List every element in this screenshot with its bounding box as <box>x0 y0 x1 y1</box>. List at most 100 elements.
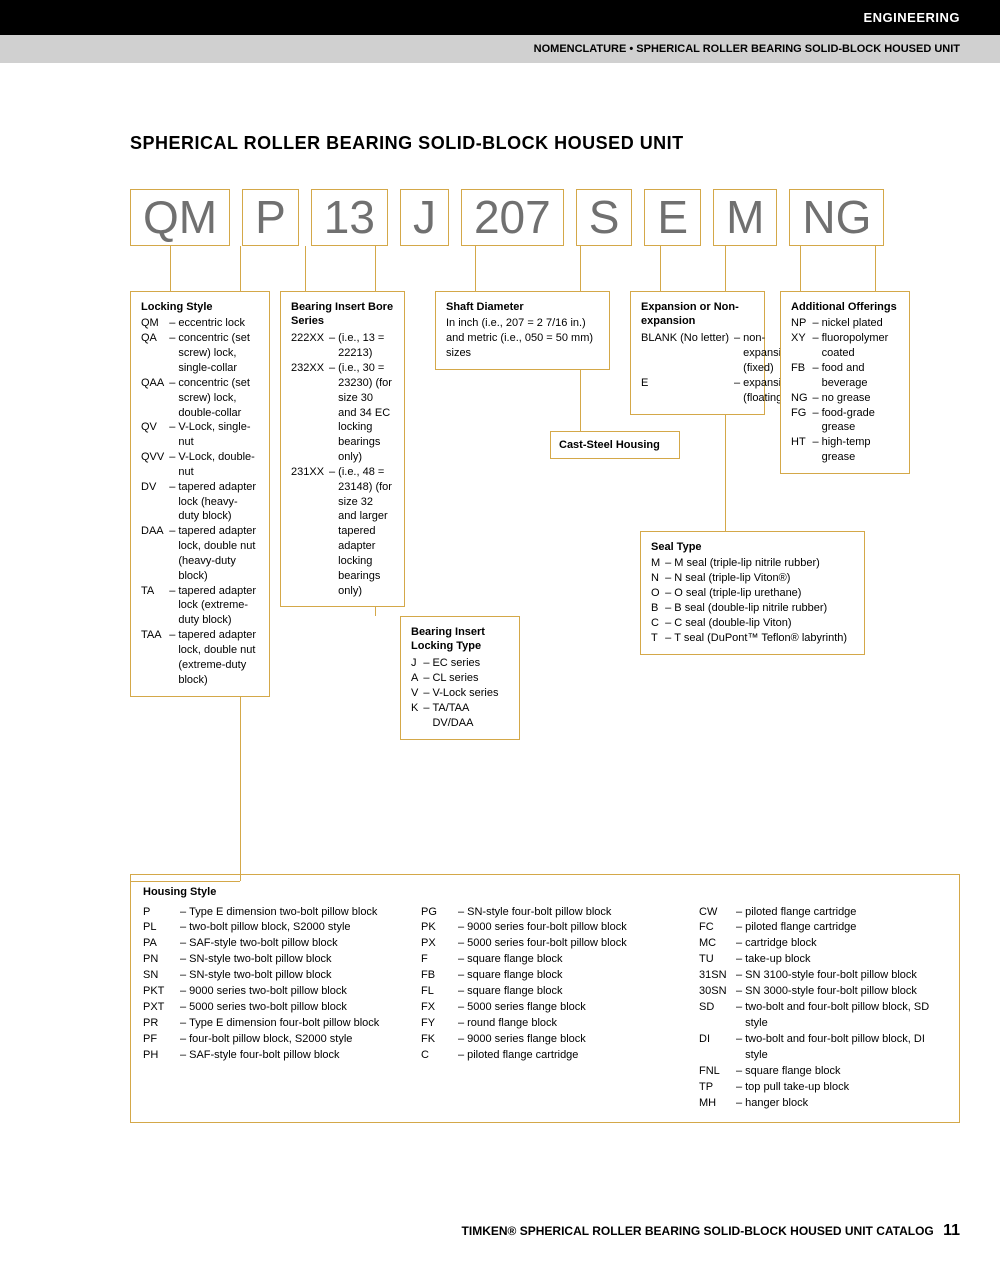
definition-row: TAA–tapered adapter lock, double nut (ex… <box>141 628 259 687</box>
diagram-area: Locking Style QM–eccentric lockQA–concen… <box>130 246 960 866</box>
definition-row: FC–piloted flange cartridge <box>699 920 947 936</box>
header-section: ENGINEERING <box>0 0 1000 35</box>
definition-row: DAA–tapered adapter lock, double nut (he… <box>141 524 259 583</box>
locking-style-box: Locking Style QM–eccentric lockQA–concen… <box>130 291 270 697</box>
connector <box>660 246 661 291</box>
definition-row: C–piloted flange cartridge <box>421 1048 629 1064</box>
definition-row: FB–food and beverage <box>791 361 899 391</box>
definition-row: FG–food-grade grease <box>791 406 899 436</box>
definition-row: K–TA/TAA DV/DAA <box>411 701 509 731</box>
connector <box>875 246 876 291</box>
seal-type-title: Seal Type <box>651 540 854 555</box>
definition-row: FX–5000 series flange block <box>421 1000 629 1016</box>
definition-row: FB–square flange block <box>421 968 629 984</box>
definition-row: PXT–5000 series two-bolt pillow block <box>143 1000 381 1016</box>
page-title: SPHERICAL ROLLER BEARING SOLID-BLOCK HOU… <box>130 133 960 154</box>
definition-row: DI–two-bolt and four-bolt pillow block, … <box>699 1032 947 1064</box>
connector <box>475 246 476 291</box>
definition-row: V–V-Lock series <box>411 686 509 701</box>
definition-row: TA–tapered adapter lock (extreme-duty bl… <box>141 584 259 629</box>
definition-row: P–Type E dimension two-bolt pillow block <box>143 905 381 921</box>
shaft-diameter-box: Shaft Diameter In inch (i.e., 207 = 2 7/… <box>435 291 610 370</box>
definition-row: A–CL series <box>411 671 509 686</box>
locking-style-title: Locking Style <box>141 300 259 315</box>
definition-row: PX–5000 series four-bolt pillow block <box>421 936 629 952</box>
definition-row: PK–9000 series four-bolt pillow block <box>421 920 629 936</box>
definition-row: FNL–square flange block <box>699 1064 947 1080</box>
definition-row: 31SN–SN 3100-style four-bolt pillow bloc… <box>699 968 947 984</box>
definition-row: PH–SAF-style four-bolt pillow block <box>143 1048 381 1064</box>
connector <box>305 246 306 291</box>
definition-row: PL–two-bolt pillow block, S2000 style <box>143 920 381 936</box>
locking-type-box: Bearing Insert Locking Type J–EC seriesA… <box>400 616 520 740</box>
definition-row: SN–SN-style two-bolt pillow block <box>143 968 381 984</box>
footer: TIMKEN® SPHERICAL ROLLER BEARING SOLID-B… <box>462 1222 960 1240</box>
code-segment: NG <box>789 189 884 246</box>
footer-page: 11 <box>943 1222 960 1239</box>
code-segment: S <box>576 189 633 246</box>
definition-row: 231XX–(i.e., 48 = 23148) (for size 32 an… <box>291 465 394 599</box>
seal-type-box: Seal Type M–M seal (triple-lip nitrile r… <box>640 531 865 655</box>
definition-row: TP–top pull take-up block <box>699 1080 947 1096</box>
code-segment: J <box>400 189 449 246</box>
bore-series-box: Bearing Insert Bore Series 222XX–(i.e., … <box>280 291 405 608</box>
definition-row: DV–tapered adapter lock (heavy-duty bloc… <box>141 480 259 525</box>
locking-type-title: Bearing Insert Locking Type <box>411 625 509 655</box>
nomenclature-code-row: QMP13J207SEMNG <box>130 189 960 246</box>
definition-row: J–EC series <box>411 656 509 671</box>
definition-row: NP–nickel plated <box>791 316 899 331</box>
definition-row: PR–Type E dimension four-bolt pillow blo… <box>143 1016 381 1032</box>
definition-row: 232XX–(i.e., 30 = 23230) (for size 30 an… <box>291 361 394 465</box>
definition-row: MC–cartridge block <box>699 936 947 952</box>
definition-row: MH–hanger block <box>699 1096 947 1112</box>
definition-row: 222XX–(i.e., 13 = 22213) <box>291 331 394 361</box>
definition-row: CW–piloted flange cartridge <box>699 905 947 921</box>
definition-row: QVV–V-Lock, double-nut <box>141 450 259 480</box>
cast-steel-box: Cast-Steel Housing <box>550 431 680 460</box>
code-segment: P <box>242 189 299 246</box>
definition-row: N–N seal (triple-lip Viton®) <box>651 571 849 586</box>
shaft-diameter-text: In inch (i.e., 207 = 2 7/16 in.) and met… <box>446 316 599 361</box>
footer-text: SPHERICAL ROLLER BEARING SOLID-BLOCK HOU… <box>520 1224 934 1238</box>
definition-row: O–O seal (triple-lip urethane) <box>651 586 849 601</box>
definition-row: BLANK (No letter)–non-expansion (fixed) <box>641 331 795 376</box>
definition-row: QA–concentric (set screw) lock, single-c… <box>141 331 259 376</box>
definition-row: FL–square flange block <box>421 984 629 1000</box>
expansion-title: Expansion or Non-expansion <box>641 300 754 330</box>
definition-row: PF–four-bolt pillow block, S2000 style <box>143 1032 381 1048</box>
definition-row: FK–9000 series flange block <box>421 1032 629 1048</box>
cast-steel-title: Cast-Steel Housing <box>559 438 671 453</box>
definition-row: B–B seal (double-lip nitrile rubber) <box>651 601 849 616</box>
code-segment: 13 <box>311 189 388 246</box>
connector <box>170 246 171 291</box>
additional-title: Additional Offerings <box>791 300 899 315</box>
definition-row: F–square flange block <box>421 952 629 968</box>
code-segment: E <box>644 189 701 246</box>
definition-row: HT–high-temp grease <box>791 435 899 465</box>
housing-style-title: Housing Style <box>143 885 947 901</box>
definition-row: PA–SAF-style two-bolt pillow block <box>143 936 381 952</box>
definition-row: FY–round flange block <box>421 1016 629 1032</box>
definition-row: PKT–9000 series two-bolt pillow block <box>143 984 381 1000</box>
definition-row: PN–SN-style two-bolt pillow block <box>143 952 381 968</box>
additional-box: Additional Offerings NP–nickel platedXY–… <box>780 291 910 474</box>
definition-row: TU–take-up block <box>699 952 947 968</box>
definition-row: SD–two-bolt and four-bolt pillow block, … <box>699 1000 947 1032</box>
code-segment: M <box>713 189 777 246</box>
definition-row: XY–fluoropolymer coated <box>791 331 899 361</box>
definition-row: C–C seal (double-lip Viton) <box>651 616 849 631</box>
bore-series-title: Bearing Insert Bore Series <box>291 300 394 330</box>
definition-row: NG–no grease <box>791 391 899 406</box>
housing-style-box: Housing Style P–Type E dimension two-bol… <box>130 874 960 1123</box>
footer-brand: TIMKEN® <box>462 1224 517 1238</box>
definition-row: QV–V-Lock, single-nut <box>141 420 259 450</box>
definition-row: T–T seal (DuPont™ Teflon® labyrinth) <box>651 631 849 646</box>
connector <box>800 246 801 291</box>
definition-row: 30SN–SN 3000-style four-bolt pillow bloc… <box>699 984 947 1000</box>
definition-row: PG–SN-style four-bolt pillow block <box>421 905 629 921</box>
header-subtitle: NOMENCLATURE • SPHERICAL ROLLER BEARING … <box>0 35 1000 63</box>
definition-row: QM–eccentric lock <box>141 316 259 331</box>
connector <box>130 881 240 882</box>
code-segment: 207 <box>461 189 564 246</box>
definition-row: QAA–concentric (set screw) lock, double-… <box>141 376 259 421</box>
